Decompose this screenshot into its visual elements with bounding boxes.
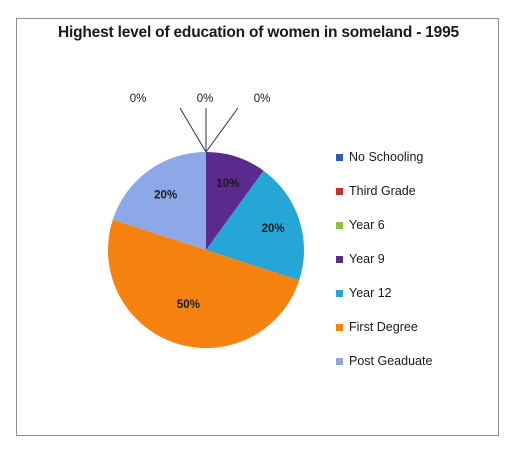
pie-slice-year-12: [206, 170, 305, 281]
legend-item: Year 9: [336, 242, 432, 276]
legend-label: No Schooling: [349, 150, 424, 164]
legend-item: No Schooling: [336, 140, 432, 174]
pie-slice-post-geaduate: [112, 152, 206, 250]
data-label: 20%: [262, 223, 285, 235]
data-label: 0%: [130, 93, 147, 105]
legend-item: Year 6: [336, 208, 432, 242]
pie-slice-first-degree: [108, 219, 300, 348]
legend-label: First Degree: [349, 320, 418, 334]
legend-label: Year 12: [349, 286, 392, 300]
legend-label: Post Geaduate: [349, 354, 433, 368]
legend-item: Third Grade: [336, 174, 432, 208]
legend-label: Year 6: [349, 218, 385, 232]
data-label: 10%: [216, 178, 239, 190]
legend-label: Third Grade: [349, 184, 416, 198]
legend-swatch: [336, 357, 343, 365]
legend-swatch: [336, 153, 343, 161]
legend-swatch: [336, 187, 343, 195]
legend-swatch: [336, 221, 343, 229]
chart-title: Highest level of education of women in s…: [58, 24, 459, 41]
data-label: 20%: [154, 190, 177, 202]
legend-swatch: [336, 323, 343, 331]
legend-item: Post Geaduate: [336, 344, 432, 378]
leader-line: [179, 107, 207, 153]
data-label: 50%: [177, 299, 200, 311]
legend-swatch: [336, 255, 343, 263]
legend-swatch: [336, 289, 343, 297]
legend-item: First Degree: [336, 310, 432, 344]
data-label: 0%: [197, 93, 214, 105]
legend: No Schooling Third Grade Year 6 Year 9 Year …: [336, 140, 432, 378]
legend-item: Year 12: [336, 276, 432, 310]
leader-line: [205, 107, 239, 153]
legend-label: Year 9: [349, 252, 385, 266]
pie-slice-year-9: [206, 152, 264, 250]
data-label: 0%: [254, 93, 271, 105]
